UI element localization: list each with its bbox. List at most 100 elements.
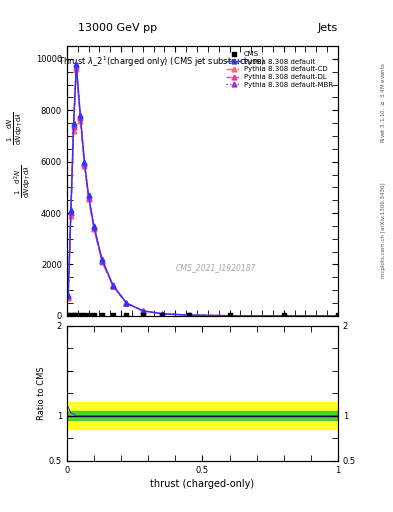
Pythia 8.308 default	[336, 313, 340, 319]
Text: 13000 GeV pp: 13000 GeV pp	[78, 23, 158, 33]
Pythia 8.308 default-CD	[86, 196, 91, 202]
Pythia 8.308 default	[160, 311, 164, 317]
Pythia 8.308 default-DL	[227, 313, 232, 319]
CMS	[70, 311, 77, 319]
Text: Thrust $\lambda\_2^1$(charged only) (CMS jet substructure): Thrust $\lambda\_2^1$(charged only) (CMS…	[58, 54, 265, 69]
Pythia 8.308 default-DL	[68, 210, 73, 216]
Pythia 8.308 default-CD	[92, 226, 96, 232]
Text: Jets: Jets	[318, 23, 338, 33]
Pythia 8.308 default-DL	[66, 293, 70, 300]
Line: Pythia 8.308 default-MBR: Pythia 8.308 default-MBR	[66, 62, 340, 318]
Pythia 8.308 default-MBR	[227, 313, 232, 319]
Pythia 8.308 default	[124, 300, 129, 306]
Pythia 8.308 default-CD	[100, 259, 105, 265]
Pythia 8.308 default-MBR	[336, 313, 340, 319]
CMS	[110, 311, 116, 319]
Pythia 8.308 default-DL	[86, 195, 91, 201]
Pythia 8.308 default	[92, 223, 96, 229]
Pythia 8.308 default	[68, 207, 73, 214]
CMS	[186, 311, 192, 319]
CMS	[226, 311, 233, 319]
Pythia 8.308 default-CD	[68, 212, 73, 219]
Text: mathrm d lambda: mathrm d lambda	[4, 163, 17, 164]
Pythia 8.308 default-DL	[281, 313, 286, 319]
CMS	[158, 311, 165, 319]
CMS	[281, 311, 287, 319]
Line: Pythia 8.308 default: Pythia 8.308 default	[66, 61, 340, 318]
Pythia 8.308 default-MBR	[100, 258, 105, 264]
Pythia 8.308 default	[227, 313, 232, 319]
CMS	[123, 311, 130, 319]
CMS	[81, 311, 88, 319]
Pythia 8.308 default-MBR	[140, 308, 145, 314]
Pythia 8.308 default-DL	[187, 312, 191, 318]
Pythia 8.308 default	[86, 192, 91, 198]
Pythia 8.308 default-MBR	[92, 224, 96, 230]
Legend: CMS, Pythia 8.308 default, Pythia 8.308 default-CD, Pythia 8.308 default-DL, Pyt: CMS, Pythia 8.308 default, Pythia 8.308 …	[224, 50, 334, 89]
Pythia 8.308 default-CD	[66, 295, 70, 301]
Pythia 8.308 default-DL	[82, 161, 87, 167]
Pythia 8.308 default-DL	[336, 313, 340, 319]
Pythia 8.308 default-DL	[71, 124, 76, 130]
Pythia 8.308 default	[187, 312, 191, 318]
Pythia 8.308 default	[66, 292, 70, 298]
Pythia 8.308 default-CD	[160, 311, 164, 317]
X-axis label: thrust (charged-only): thrust (charged-only)	[151, 479, 254, 489]
Pythia 8.308 default-CD	[110, 283, 115, 289]
Pythia 8.308 default-DL	[160, 311, 164, 317]
Pythia 8.308 default-MBR	[74, 62, 79, 68]
Pythia 8.308 default	[140, 308, 145, 314]
Pythia 8.308 default-CD	[281, 313, 286, 319]
CMS	[91, 311, 97, 319]
Pythia 8.308 default-DL	[140, 308, 145, 314]
CMS	[335, 311, 341, 319]
Pythia 8.308 default-CD	[140, 308, 145, 314]
Pythia 8.308 default	[71, 120, 76, 126]
Pythia 8.308 default-DL	[124, 300, 129, 306]
CMS	[140, 311, 146, 319]
Pythia 8.308 default	[281, 313, 286, 319]
Text: Rivet 3.1.10, $\geq$ 3.4M events: Rivet 3.1.10, $\geq$ 3.4M events	[379, 62, 387, 143]
Pythia 8.308 default	[74, 61, 79, 67]
Pythia 8.308 default	[110, 282, 115, 288]
Pythia 8.308 default-MBR	[66, 293, 70, 299]
Pythia 8.308 default-CD	[71, 128, 76, 134]
Y-axis label: Ratio to CMS: Ratio to CMS	[37, 367, 46, 420]
Pythia 8.308 default-CD	[74, 66, 79, 72]
Pythia 8.308 default-MBR	[78, 114, 83, 120]
CMS	[73, 311, 79, 319]
CMS	[85, 311, 92, 319]
Pythia 8.308 default-MBR	[187, 312, 191, 318]
Pythia 8.308 default-CD	[124, 301, 129, 307]
Pythia 8.308 default	[82, 159, 87, 165]
Text: $\frac{1}{\mathrm{d}N}\frac{\mathrm{d}N}{\mathrm{d}p_T\,\mathrm{d}\lambda}$: $\frac{1}{\mathrm{d}N}\frac{\mathrm{d}N}…	[6, 111, 26, 145]
CMS	[77, 311, 84, 319]
Pythia 8.308 default-MBR	[110, 283, 115, 289]
Pythia 8.308 default-MBR	[71, 122, 76, 128]
Pythia 8.308 default-MBR	[124, 300, 129, 306]
Line: Pythia 8.308 default-CD: Pythia 8.308 default-CD	[66, 67, 340, 318]
Line: Pythia 8.308 default-DL: Pythia 8.308 default-DL	[66, 64, 340, 318]
Pythia 8.308 default-CD	[227, 313, 232, 319]
Pythia 8.308 default-DL	[110, 283, 115, 289]
Text: mcplots.cern.ch [arXiv:1306.3436]: mcplots.cern.ch [arXiv:1306.3436]	[381, 183, 386, 278]
CMS	[99, 311, 105, 319]
Pythia 8.308 default	[78, 112, 83, 118]
Pythia 8.308 default	[100, 256, 105, 262]
Pythia 8.308 default-CD	[336, 313, 340, 319]
Pythia 8.308 default-MBR	[68, 209, 73, 215]
Pythia 8.308 default-DL	[92, 225, 96, 231]
CMS	[68, 311, 74, 319]
Pythia 8.308 default-MBR	[160, 311, 164, 317]
Pythia 8.308 default-DL	[78, 115, 83, 121]
Pythia 8.308 default-DL	[74, 63, 79, 70]
Y-axis label: $\frac{1}{\mathrm{d}N}\frac{\mathrm{d}^2N}{\mathrm{d}p_T\,\mathrm{d}\lambda}$: $\frac{1}{\mathrm{d}N}\frac{\mathrm{d}^2…	[12, 164, 33, 198]
CMS	[65, 311, 71, 319]
Pythia 8.308 default-DL	[100, 258, 105, 264]
Pythia 8.308 default-MBR	[82, 160, 87, 166]
Pythia 8.308 default-CD	[187, 312, 191, 318]
Pythia 8.308 default-CD	[82, 162, 87, 168]
Text: CMS_2021_I1920187: CMS_2021_I1920187	[176, 263, 256, 272]
Pythia 8.308 default-MBR	[281, 313, 286, 319]
Pythia 8.308 default-CD	[78, 118, 83, 124]
